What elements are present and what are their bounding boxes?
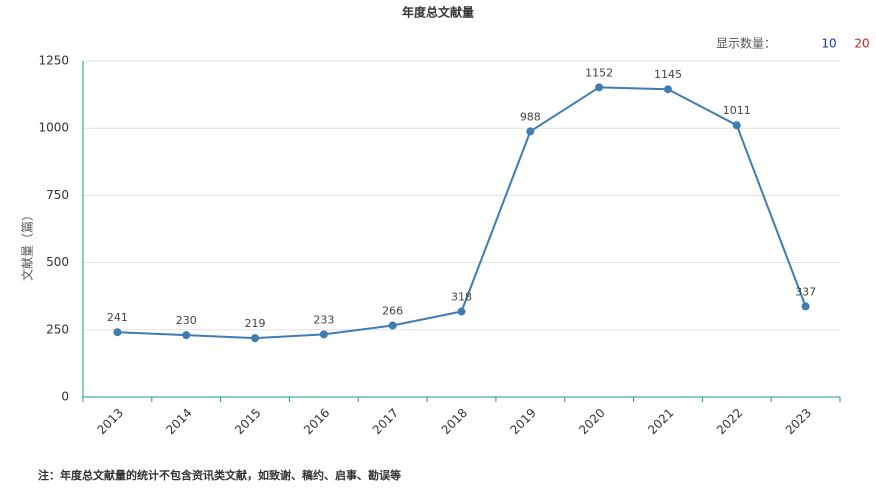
x-tick-label: 2017 xyxy=(370,406,401,437)
display-count-option[interactable]: 10 xyxy=(821,37,836,51)
x-tick-label: 2015 xyxy=(232,406,263,437)
y-tick-label: 1000 xyxy=(38,121,69,135)
x-tick-label: 2022 xyxy=(714,406,745,437)
y-axis-label: 文献量（篇） xyxy=(20,209,35,281)
x-tick-label: 2020 xyxy=(576,406,607,437)
display-count-label: 显示数量： xyxy=(716,36,776,51)
data-label: 266 xyxy=(382,304,403,317)
x-tick-label: 2014 xyxy=(163,406,194,437)
data-label: 233 xyxy=(313,313,334,326)
data-label: 219 xyxy=(245,317,266,330)
point xyxy=(182,331,191,340)
x-tick-label: 2021 xyxy=(645,406,676,437)
data-label: 988 xyxy=(520,110,541,123)
display-count-option[interactable]: 20 xyxy=(854,37,869,51)
y-tick-label: 500 xyxy=(46,255,69,269)
x-tick-label: 2018 xyxy=(439,406,470,437)
data-label: 241 xyxy=(107,311,128,324)
chart-title: 年度总文献量 xyxy=(402,5,474,20)
data-label: 1152 xyxy=(585,66,613,79)
x-tick-label: 2023 xyxy=(783,406,814,437)
point xyxy=(801,302,810,311)
data-label: 230 xyxy=(176,314,197,327)
point xyxy=(457,307,466,316)
point xyxy=(113,328,122,337)
point xyxy=(595,83,604,92)
point xyxy=(732,121,741,130)
x-tick-label: 2016 xyxy=(301,406,332,437)
y-tick-label: 1250 xyxy=(38,54,69,68)
data-label: 318 xyxy=(451,291,472,304)
point xyxy=(663,85,672,94)
data-label: 337 xyxy=(795,285,816,298)
footnote: 注：年度总文献量的统计不包含资讯类文献，如致谢、稿约、启事、勘误等 xyxy=(38,468,401,482)
point xyxy=(526,127,535,136)
x-tick-label: 2019 xyxy=(507,406,538,437)
y-tick-label: 250 xyxy=(46,322,69,336)
point xyxy=(319,330,328,339)
x-tick-label: 2013 xyxy=(95,406,126,437)
data-label: 1011 xyxy=(723,104,751,117)
y-tick-label: 750 xyxy=(46,188,69,202)
y-tick-label: 0 xyxy=(61,390,69,404)
point xyxy=(388,321,397,330)
data-label: 1145 xyxy=(654,68,682,81)
point xyxy=(251,334,260,343)
